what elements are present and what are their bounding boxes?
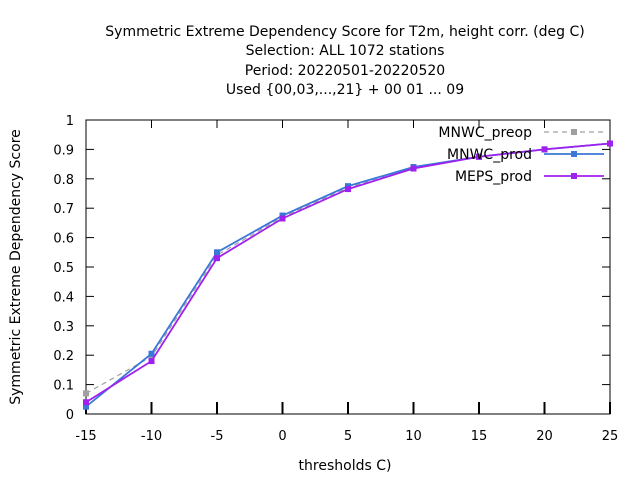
y-tick-label: 0 [66,408,74,423]
x-tick-label: -10 [141,429,162,444]
data-point [214,255,220,262]
y-tick-label: 0.3 [53,320,74,335]
x-tick-label: 0 [278,429,286,444]
y-tick-label: 0.5 [53,261,74,276]
legend-label: MNWC_prod [447,147,532,163]
legend-label: MNWC_preop [438,125,532,141]
title-line-4: Used {00,03,...,21} + 00 01 ... 09 [226,82,464,98]
data-point [541,146,548,153]
title-line-1: Symmetric Extreme Dependency Score for T… [105,24,584,40]
legend: MNWC_preop MNWC_prod MEPS_prod [438,125,604,185]
x-tick-label: 25 [602,429,619,444]
data-point [214,249,220,256]
y-tick-label: 0.4 [53,290,74,305]
y-axis-label: Symmetric Extreme Dependency Score [8,129,24,405]
data-point [148,358,155,365]
x-tick-label: 20 [536,429,553,444]
y-tick-label: 1 [66,114,74,129]
y-tick-label: 0.8 [53,173,74,188]
data-point [607,140,613,147]
plot-area [85,119,611,415]
legend-swatch-marker [571,151,577,157]
series-layer [83,140,613,410]
data-point [345,186,351,193]
x-tick-label: 15 [471,429,488,444]
data-point [476,153,482,160]
x-axis: -15 -10 -5 0 5 10 15 20 25 [75,120,618,444]
data-point [148,350,155,357]
data-point [279,215,286,222]
y-tick-label: 0.7 [53,202,74,217]
y-tick-label: 0.9 [53,143,74,158]
y-axis: 0 0.1 0.2 0.3 0.4 0.5 0.6 0.7 0.8 0.9 1 [53,114,610,423]
data-point [83,390,89,397]
legend-label: MEPS_prod [455,169,532,185]
x-tick-label: 10 [405,429,422,444]
y-tick-label: 0.6 [53,232,74,247]
y-tick-label: 0.2 [53,349,74,364]
data-point [83,399,89,406]
data-point [410,165,417,172]
x-tick-label: 5 [344,429,352,444]
legend-swatch-marker [571,173,577,179]
title-line-2: Selection: ALL 1072 stations [246,43,445,59]
y-tick-label: 0.1 [53,379,74,394]
data-point [83,403,89,410]
x-tick-label: -5 [211,429,224,444]
x-tick-label: -15 [75,429,96,444]
legend-swatch-marker [571,129,577,135]
title-line-3: Period: 20220501-20220520 [245,63,445,79]
chart-title: Symmetric Extreme Dependency Score for T… [105,24,584,98]
x-axis-label: thresholds C) [299,458,392,474]
